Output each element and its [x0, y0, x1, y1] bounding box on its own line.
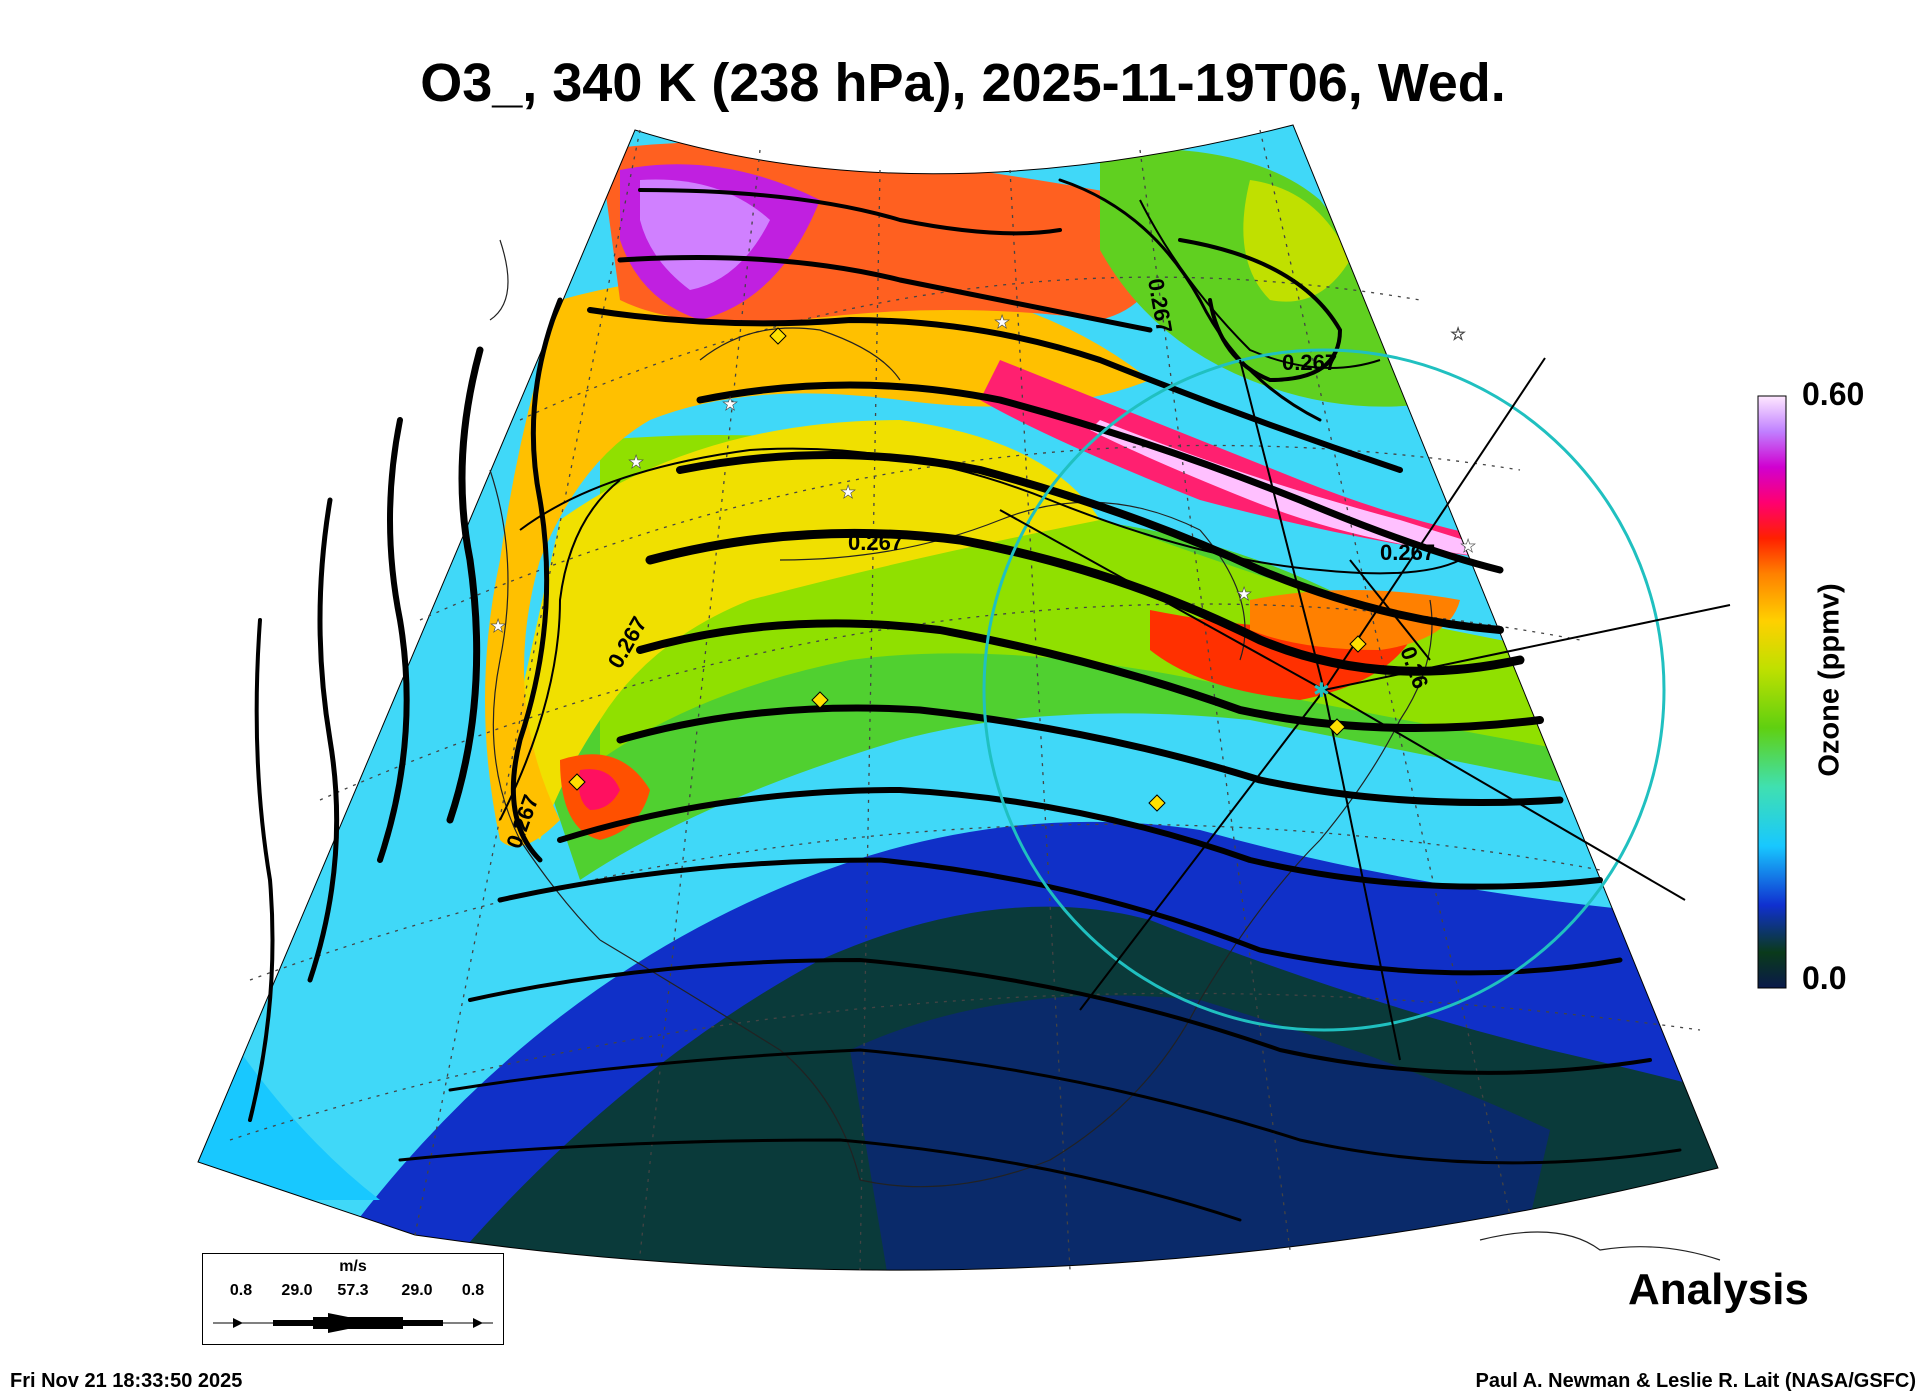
star-marker: ★ — [722, 394, 738, 414]
star-marker: ☆ — [1450, 324, 1466, 344]
ozone-contours — [499, 199, 1461, 821]
contour-label: 0.267 — [1282, 350, 1337, 375]
colorbar-max-label: 0.60 — [1802, 376, 1865, 412]
timestamp: Fri Nov 21 18:33:50 2025 — [10, 1370, 243, 1392]
credit: Paul A. Newman & Leslie R. Lait (NASA/GS… — [1475, 1370, 1916, 1392]
legend-unit: m/s — [339, 1258, 367, 1275]
star-marker: ★ — [1236, 584, 1252, 604]
diamond-marker — [769, 327, 787, 345]
star-marker: ★ — [840, 482, 856, 502]
station-stars: ★ ★ ★ ★ ★ ★ ★ ☆ — [490, 312, 1477, 637]
colorbar-min-label: 0.0 — [1802, 960, 1847, 996]
station-diamonds — [568, 327, 1367, 812]
legend-value: 0.8 — [229, 1282, 253, 1299]
wind-speed-legend: m/s 0.8 29.0 57.3 29.0 0.8 — [202, 1253, 504, 1345]
diamond-marker — [1328, 718, 1346, 736]
contour-label: 0.267 — [848, 530, 903, 555]
svg-text:✱: ✱ — [1313, 680, 1330, 702]
analysis-label: Analysis — [1628, 1265, 1809, 1314]
wind-streamlines — [248, 178, 1682, 1222]
diamond-marker — [811, 691, 829, 709]
colorbar — [1757, 395, 1787, 989]
map-title: O3_, 340 K (238 hPa), 2025-11-19T06, Wed… — [420, 53, 1506, 113]
legend-value: 0.8 — [461, 1282, 485, 1299]
legend-value: 29.0 — [401, 1282, 433, 1299]
colorbar-title: Ozone (ppmv) — [1813, 583, 1846, 777]
legend-value: 57.3 — [337, 1282, 369, 1299]
star-marker: ★ — [994, 312, 1010, 332]
diamond-marker — [568, 773, 586, 791]
diamond-marker — [1148, 794, 1166, 812]
range-circle — [982, 348, 1731, 1061]
star-marker: ★ — [628, 452, 644, 472]
star-marker: ★ — [490, 616, 506, 636]
contour-label: 0.267 — [1380, 540, 1435, 565]
diamond-marker — [1349, 635, 1367, 653]
star-marker: ★ — [1460, 536, 1476, 556]
center-marker: ✱ — [1313, 680, 1330, 702]
legend-value: 29.0 — [281, 1282, 313, 1299]
legend-arrow-strip — [213, 1313, 493, 1333]
